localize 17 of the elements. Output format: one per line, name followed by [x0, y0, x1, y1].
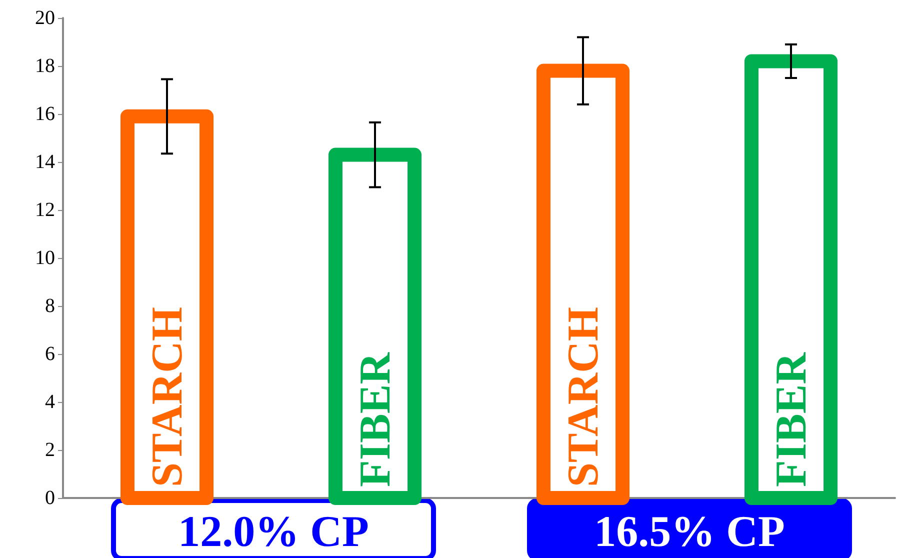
- text: 12.0% CP: [178, 507, 369, 556]
- x-tick-label: STARCH: [558, 306, 608, 487]
- y-tick-label: 0: [45, 487, 55, 509]
- y-tick-label: 20: [35, 7, 55, 29]
- y-tick-label: 4: [45, 391, 55, 413]
- text: 16.5% CP: [594, 507, 785, 556]
- x-tick-label: FIBER: [766, 351, 816, 487]
- y-tick-label: 2: [45, 439, 55, 461]
- x-tick-label: STARCH: [142, 306, 192, 487]
- y-tick-label: 14: [35, 151, 55, 173]
- x-tick-label: FIBER: [350, 351, 400, 487]
- y-tick-label: 6: [45, 343, 55, 365]
- y-tick-label: 10: [35, 247, 55, 269]
- y-tick-label: 12: [35, 199, 55, 221]
- y-tick-label: 18: [35, 55, 55, 77]
- y-tick-label: 16: [35, 103, 55, 125]
- y-tick-label: 8: [45, 295, 55, 317]
